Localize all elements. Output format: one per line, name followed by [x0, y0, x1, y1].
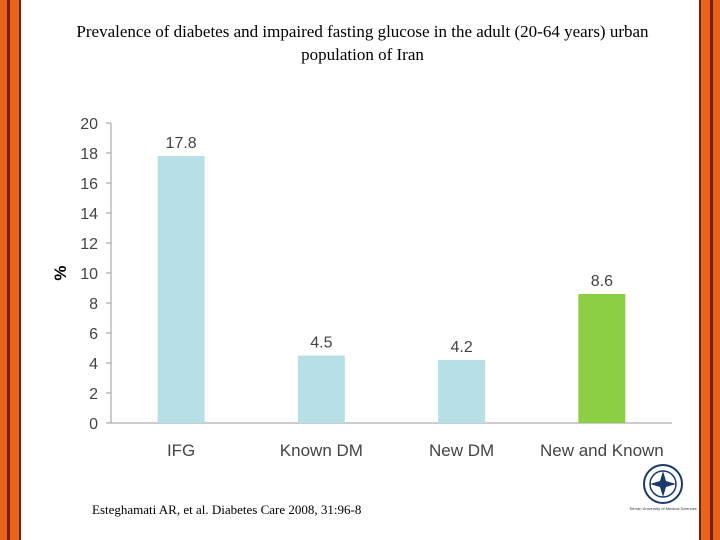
right-border-stripe-edge — [699, 0, 701, 540]
y-tick-label: 2 — [89, 386, 98, 403]
right-border-stripe-inner — [701, 0, 710, 540]
slide-title: Prevalence of diabetes and impaired fast… — [76, 22, 649, 64]
y-tick-label: 8 — [89, 296, 98, 313]
x-category-label: New and Known — [540, 441, 664, 460]
x-category-label: New DM — [429, 441, 494, 460]
right-border-stripe-dark — [710, 0, 713, 540]
logo-caption: Tehran University of Medical Sciences — [629, 506, 697, 511]
university-emblem-icon — [643, 464, 683, 504]
citation: Esteghamati AR, et al. Diabetes Care 200… — [92, 502, 362, 517]
y-tick-label: 12 — [80, 236, 98, 253]
y-tick-label: 18 — [80, 146, 98, 163]
y-tick-label: 20 — [80, 116, 98, 133]
bar-ifg — [157, 156, 205, 423]
y-tick-label: 10 — [80, 266, 98, 283]
data-label: 17.8 — [166, 135, 197, 152]
right-border-stripe-outer — [713, 0, 720, 540]
left-border-stripe-dark — [7, 0, 10, 540]
y-tick-labels: 0 2 4 6 8 10 12 14 16 18 20 — [80, 116, 98, 433]
y-tick-label: 14 — [80, 206, 98, 223]
y-axis-label: % — [51, 265, 70, 280]
left-border-stripe-edge — [19, 0, 21, 540]
x-category-label: Known DM — [280, 441, 363, 460]
data-label: 8.6 — [591, 273, 613, 290]
x-category-label: IFG — [167, 441, 195, 460]
bar-known-dm — [297, 355, 345, 423]
y-tick-label: 6 — [89, 326, 98, 343]
category-labels: IFG Known DM New DM New and Known — [167, 441, 664, 460]
data-label: 4.2 — [451, 339, 473, 356]
data-label: 4.5 — [310, 335, 332, 352]
bar-new-dm — [438, 360, 486, 423]
y-tick-label: 16 — [80, 176, 98, 193]
left-border-stripe-inner — [10, 0, 19, 540]
y-tick-label: 4 — [89, 356, 98, 373]
left-border-stripe-outer — [0, 0, 7, 540]
bar-series — [157, 156, 626, 423]
bar-new-and-known — [578, 294, 626, 423]
data-labels: 17.8 4.5 4.2 8.6 — [166, 135, 614, 356]
y-tick-label: 0 — [89, 416, 98, 433]
